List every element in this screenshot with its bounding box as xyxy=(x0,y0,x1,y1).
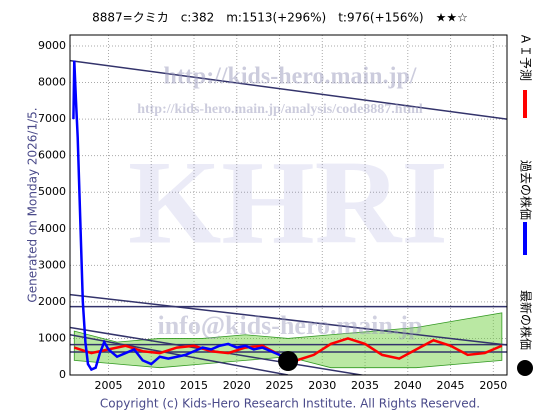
x-tick-label: 2050 xyxy=(479,379,507,392)
legend-label: ＡＩ予測 xyxy=(519,33,533,81)
side-note: Generated on Monday 2026/1/5. xyxy=(26,107,40,302)
y-tick-label: 6000 xyxy=(38,149,66,162)
x-tick-label: 2020 xyxy=(223,379,251,392)
watermark: http://kids-hero.main.jp/analysis/code88… xyxy=(137,102,423,117)
legend-label: 過去の株価 xyxy=(519,160,534,220)
y-tick-label: 3000 xyxy=(38,258,66,271)
x-tick-label: 2045 xyxy=(437,379,465,392)
latest-price xyxy=(278,351,299,372)
y-tick-label: 2000 xyxy=(38,295,66,308)
watermark: KHRI xyxy=(128,136,448,269)
plot-area xyxy=(70,35,507,375)
y-tick-label: 7000 xyxy=(38,112,66,125)
series-line xyxy=(72,60,285,372)
y-tick-label: 0 xyxy=(59,368,66,381)
green-band xyxy=(73,312,503,369)
x-tick-label: 2040 xyxy=(394,379,422,392)
legend-label: 最新の株価 xyxy=(519,290,534,350)
watermark: http://kids-hero.main.jp/ xyxy=(164,64,417,90)
trend-line xyxy=(70,59,507,120)
trend-line xyxy=(70,326,367,375)
x-tick-label: 2015 xyxy=(180,379,208,392)
y-tick-label: 4000 xyxy=(38,222,66,235)
footer: Copyright (c) Kids-Hero Research Institu… xyxy=(100,397,480,411)
trend-line xyxy=(70,334,289,375)
watermark: info@kids-hero.main.jp xyxy=(158,311,423,340)
x-tick-label: 2025 xyxy=(266,379,294,392)
x-tick-label: 2010 xyxy=(137,379,165,392)
plot-frame xyxy=(69,34,508,376)
legend-swatch xyxy=(517,360,533,376)
x-tick-label: 2035 xyxy=(351,379,379,392)
y-tick-label: 9000 xyxy=(38,39,66,52)
x-tick-label: 2005 xyxy=(94,379,122,392)
y-tick-label: 1000 xyxy=(38,331,66,344)
chart-title: 8887=クミカ c:382 m:1513(+296%) t:976(+156%… xyxy=(92,11,468,25)
x-tick-label: 2030 xyxy=(308,379,336,392)
y-tick-label: 8000 xyxy=(38,76,66,89)
trend-line xyxy=(70,293,507,346)
y-tick-label: 5000 xyxy=(38,185,66,198)
